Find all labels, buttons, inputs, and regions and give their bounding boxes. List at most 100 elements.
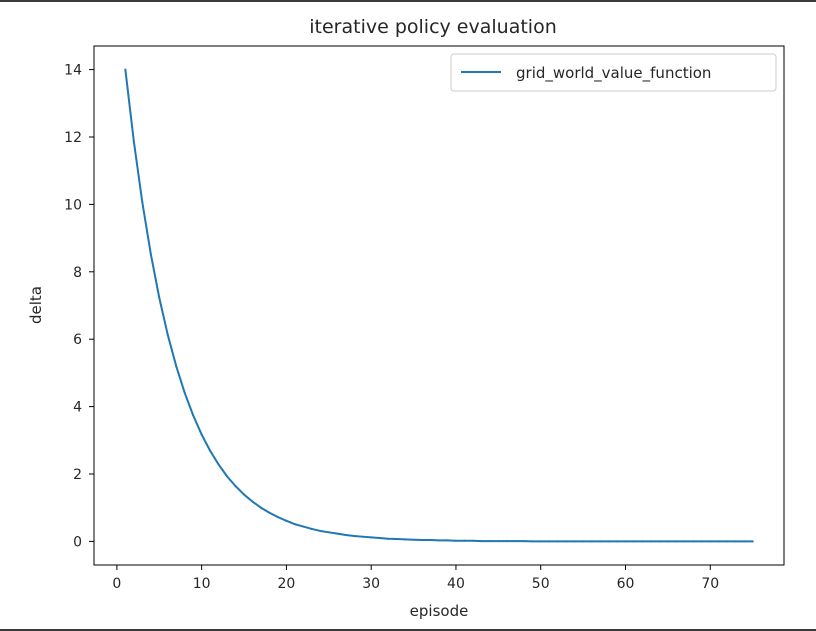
y-tick-label: 0 bbox=[73, 534, 82, 550]
data-point bbox=[531, 540, 534, 543]
data-point bbox=[141, 201, 144, 204]
data-point bbox=[285, 519, 288, 522]
data-point bbox=[573, 540, 576, 543]
data-point bbox=[395, 538, 398, 541]
data-point bbox=[310, 527, 313, 530]
data-point bbox=[132, 140, 135, 143]
y-axis: 0 2 4 6 8 10 12 14 bbox=[64, 63, 94, 550]
data-point bbox=[692, 540, 695, 543]
data-point bbox=[548, 540, 551, 543]
x-tick-label: 10 bbox=[193, 576, 211, 592]
x-tick-label: 50 bbox=[532, 576, 550, 592]
x-tick-label: 70 bbox=[701, 576, 719, 592]
data-point bbox=[200, 433, 203, 436]
data-point bbox=[124, 68, 127, 71]
x-tick-label: 40 bbox=[447, 576, 465, 592]
data-point bbox=[438, 539, 440, 542]
data-point bbox=[327, 531, 330, 534]
data-point bbox=[192, 414, 195, 417]
y-tick-label: 2 bbox=[73, 467, 82, 483]
data-point bbox=[683, 540, 686, 543]
legend-label: grid_world_value_function bbox=[516, 64, 711, 83]
data-point bbox=[454, 539, 457, 542]
data-point bbox=[217, 463, 220, 466]
data-point bbox=[505, 540, 508, 543]
x-tick-label: 30 bbox=[362, 576, 380, 592]
y-axis-label: delta bbox=[27, 286, 45, 324]
data-point bbox=[743, 540, 746, 543]
data-point bbox=[183, 391, 186, 394]
data-point bbox=[488, 540, 491, 543]
x-tick-label: 60 bbox=[617, 576, 635, 592]
data-point bbox=[158, 296, 161, 299]
data-point bbox=[302, 525, 305, 528]
data-point bbox=[378, 537, 381, 540]
data-point bbox=[243, 493, 246, 496]
data-point bbox=[675, 540, 678, 543]
x-axis: 0 10 20 30 40 50 60 70 bbox=[112, 565, 719, 592]
data-point bbox=[616, 540, 619, 543]
data-point bbox=[497, 540, 500, 543]
data-point bbox=[446, 539, 449, 542]
data-point bbox=[734, 540, 737, 543]
y-tick-label: 12 bbox=[64, 130, 82, 146]
data-point bbox=[658, 540, 661, 543]
data-point bbox=[751, 540, 754, 543]
y-tick-label: 6 bbox=[73, 332, 82, 348]
data-point bbox=[590, 540, 593, 543]
data-point bbox=[624, 540, 627, 543]
data-point bbox=[251, 500, 254, 503]
data-point bbox=[259, 506, 262, 509]
data-point bbox=[404, 538, 407, 541]
data-points bbox=[124, 68, 754, 543]
data-point bbox=[471, 539, 474, 542]
data-point bbox=[387, 537, 390, 540]
x-tick-label: 0 bbox=[112, 576, 121, 592]
data-point bbox=[556, 540, 559, 543]
data-point bbox=[632, 540, 635, 543]
data-point bbox=[726, 540, 729, 543]
data-point bbox=[421, 539, 424, 542]
data-point bbox=[149, 252, 152, 255]
data-point bbox=[175, 365, 178, 368]
data-point bbox=[226, 475, 229, 478]
data-point bbox=[480, 540, 483, 543]
data-point bbox=[293, 523, 296, 526]
legend-box bbox=[450, 53, 777, 92]
data-point bbox=[649, 540, 652, 543]
data-point bbox=[463, 539, 466, 542]
data-point bbox=[276, 516, 279, 519]
data-point bbox=[336, 532, 339, 535]
data-point bbox=[344, 534, 347, 537]
data-point bbox=[607, 540, 610, 543]
data-point bbox=[522, 540, 525, 543]
y-tick-label: 8 bbox=[73, 265, 82, 281]
x-tick-label: 20 bbox=[278, 576, 296, 592]
data-point bbox=[370, 536, 373, 539]
data-point bbox=[353, 535, 356, 538]
data-point bbox=[700, 540, 703, 543]
data-point bbox=[666, 540, 669, 543]
y-tick-label: 10 bbox=[64, 197, 82, 213]
data-point bbox=[599, 540, 602, 543]
data-point bbox=[565, 540, 568, 543]
data-point bbox=[539, 540, 542, 543]
legend: grid_world_value_function bbox=[450, 53, 777, 92]
y-tick-label: 4 bbox=[73, 400, 82, 416]
data-point bbox=[429, 539, 432, 542]
data-point bbox=[319, 529, 322, 532]
data-point bbox=[717, 540, 720, 543]
data-point bbox=[709, 540, 712, 543]
data-point bbox=[514, 540, 517, 543]
data-point bbox=[166, 333, 169, 336]
plot-area bbox=[93, 45, 785, 566]
y-tick-label: 14 bbox=[64, 63, 82, 79]
data-point bbox=[209, 449, 212, 452]
data-point bbox=[641, 540, 644, 543]
data-point bbox=[361, 535, 364, 538]
x-axis-label: episode bbox=[410, 602, 469, 620]
data-point bbox=[582, 540, 585, 543]
data-point bbox=[234, 485, 237, 488]
data-point bbox=[412, 538, 415, 541]
